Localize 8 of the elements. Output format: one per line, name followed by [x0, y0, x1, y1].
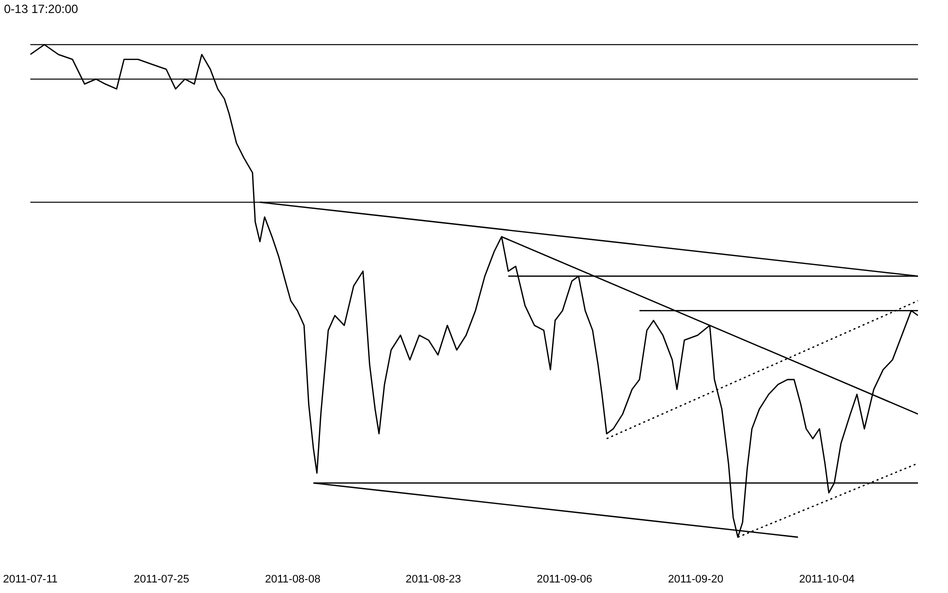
x-tick-label: 2011-08-08: [264, 573, 320, 586]
chart-title: 0-13 17:20:00: [4, 2, 78, 16]
x-tick-label: 2011-10-04: [799, 573, 855, 586]
x-tick-label: 2011-08-23: [406, 573, 462, 586]
x-tick-label: 2011-09-20: [668, 573, 724, 586]
x-tick-label: 2011-07-25: [134, 573, 190, 586]
x-tick-label: 2011-07-11: [2, 573, 58, 586]
x-tick-label: 2011-09-06: [536, 573, 592, 586]
